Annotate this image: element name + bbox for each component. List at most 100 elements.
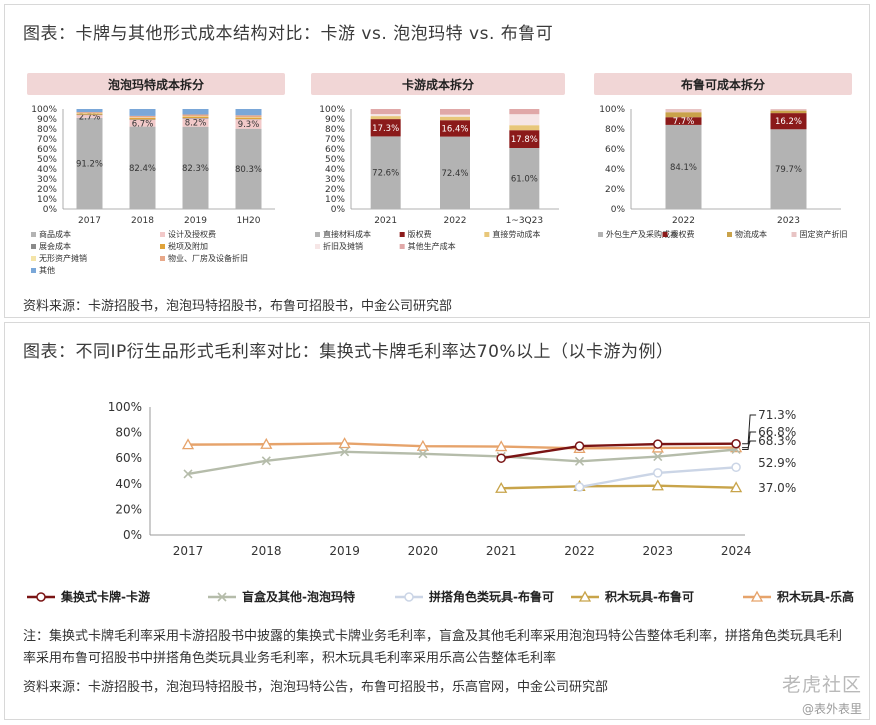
y-tick-label: 80% [37, 125, 57, 135]
bar-segment [182, 114, 209, 117]
cost-chart-title: 卡游成本拆分 [402, 77, 474, 92]
line-path [187, 448, 737, 476]
bar-segment [182, 126, 209, 209]
y-tick-label: 100% [599, 105, 625, 115]
y-tick-label: 60% [605, 145, 625, 155]
bar-segment [76, 109, 103, 113]
y-tick-label: 70% [325, 135, 345, 145]
bar-data-label: 80.3% [235, 165, 262, 175]
legend-label: 直接劳动成本 [492, 229, 540, 239]
bar-segment [509, 109, 540, 115]
y-tick-label: 30% [37, 175, 57, 185]
line-point [574, 441, 585, 451]
bar-segment [440, 116, 470, 121]
y-tick-label: 0% [123, 528, 142, 542]
legend-label: 其他生产成本 [408, 241, 456, 251]
legend-label: 固定资产折旧 [800, 229, 848, 239]
x-tick-label: 2020 [408, 544, 439, 558]
label-leader [742, 440, 757, 449]
bar-data-label: 84.1% [670, 163, 697, 173]
bar-segment [509, 125, 540, 131]
y-tick-label: 20% [605, 185, 625, 195]
bar-segment [76, 115, 103, 118]
x-tick-label: 2017 [78, 216, 101, 226]
bar-data-label: 72.6% [372, 169, 399, 179]
x-tick-label: 2022 [564, 544, 595, 558]
bar-segment [235, 117, 262, 120]
line-point [731, 438, 741, 449]
line-point [260, 437, 273, 449]
bar-segment [129, 117, 156, 118]
legend-swatch [315, 244, 320, 249]
bar-segment [770, 110, 807, 114]
line-point [653, 468, 663, 478]
bar-segment [370, 109, 401, 115]
x-tick-label: 2024 [721, 544, 752, 558]
label-leader [742, 431, 757, 450]
y-tick-label: 70% [37, 135, 57, 145]
bar-data-label: 8.2% [185, 119, 207, 129]
bar-segment [129, 119, 156, 120]
bar-segment [129, 126, 156, 209]
legend-swatch [315, 232, 320, 237]
y-tick-label: 80% [605, 125, 625, 135]
x-tick-label: 2017 [173, 544, 204, 558]
bar-segment [509, 130, 540, 148]
y-tick-label: 80% [325, 125, 345, 135]
bar-data-label: 7.7% [673, 117, 695, 127]
legend-swatch [160, 244, 165, 249]
legend-label: 直接材料成本 [323, 229, 371, 239]
legend-swatch [598, 232, 603, 237]
legend-swatch [31, 268, 36, 273]
line-series [495, 479, 743, 493]
bar-segment [370, 119, 401, 137]
cost-chart-title-banner [27, 73, 285, 95]
legend-label: 无形资产摊销 [39, 253, 87, 263]
y-tick-label: 10% [37, 195, 57, 205]
legend-item: 积木玩具-布鲁可 [571, 589, 694, 604]
bar-segment [76, 112, 103, 114]
bar-segment [770, 113, 807, 130]
line-point [495, 481, 508, 493]
line-point [578, 590, 592, 602]
y-tick-label: 60% [115, 451, 142, 465]
y-tick-label: 20% [325, 185, 345, 195]
line-path [501, 442, 737, 460]
legend-label: 物流成本 [735, 229, 767, 239]
bar-segment [440, 114, 470, 117]
y-tick-label: 90% [37, 115, 57, 125]
x-tick-label: 2023 [643, 544, 674, 558]
cost-structure-source: 资料来源：卡游招股书，泡泡玛特招股书，布鲁可招股书，中金公司研究部 [23, 299, 453, 314]
cost-chart-title-banner [311, 73, 565, 95]
bar-data-label: 72.4% [441, 169, 468, 179]
legend-item: 盲盒及其他-泡泡玛特 [208, 589, 355, 604]
bar-segment [235, 128, 262, 209]
y-tick-label: 40% [605, 165, 625, 175]
gross-margin-note: 注：集换式卡牌毛利率采用卡游招股书中披露的集换式卡牌业务毛利率，盲盒及其他毛利率… [23, 629, 843, 666]
bar-segment [129, 119, 156, 127]
bar-data-label: 82.4% [129, 164, 156, 174]
y-tick-label: 80% [115, 426, 142, 440]
bar-data-label: 16.4% [441, 124, 468, 134]
bar-segment [665, 117, 702, 125]
legend-label: 设计及授权费 [168, 229, 216, 239]
bar-segment [665, 112, 702, 118]
legend-swatch [662, 232, 668, 237]
bar-data-label: 82.3% [182, 164, 209, 174]
x-tick-label: 2019 [184, 216, 207, 226]
bar-data-label: 61.0% [511, 175, 538, 185]
y-tick-label: 40% [37, 165, 57, 175]
end-value-label: 66.8% [758, 425, 796, 439]
legend-item: 积木玩具-乐高 [743, 589, 854, 604]
line-point [181, 438, 195, 450]
y-tick-label: 40% [115, 477, 142, 491]
line-point [574, 482, 585, 492]
legend-swatch [399, 232, 405, 237]
x-tick-label: 2018 [251, 544, 282, 558]
bar-segment [182, 118, 209, 127]
line-point [36, 592, 46, 602]
x-tick-label: 1H20 [237, 216, 261, 226]
bar-segment [76, 113, 103, 115]
bar-segment [440, 120, 470, 137]
y-tick-label: 40% [325, 165, 345, 175]
